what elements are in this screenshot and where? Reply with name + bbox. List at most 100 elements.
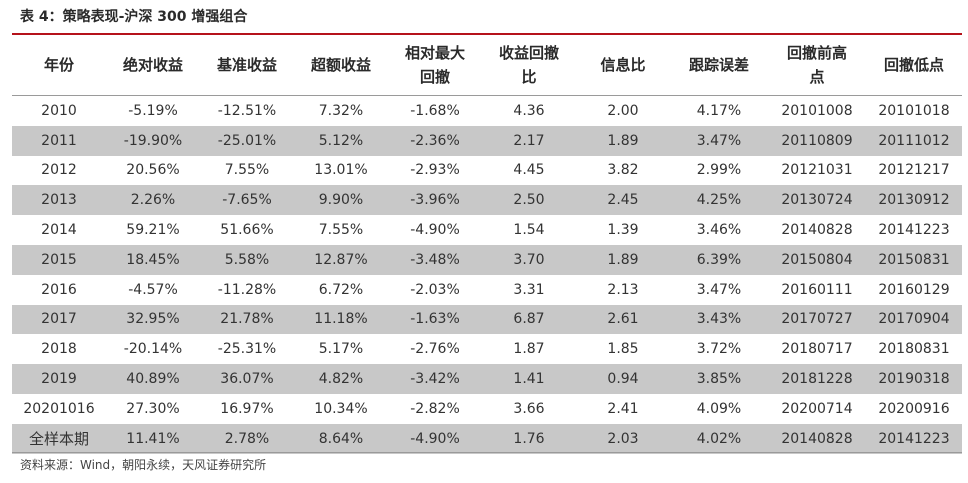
cell-information-ratio: 1.89	[576, 244, 670, 275]
cell-absolute-return: -4.57%	[128, 281, 178, 298]
cell-excess-return: 10.34%	[314, 400, 368, 417]
cell-return-drawdown-ratio: 2.17	[482, 125, 576, 156]
cell-return-drawdown-ratio: 3.70	[482, 244, 576, 275]
cell-return-drawdown-ratio: 2.50	[482, 185, 576, 216]
cell-relative-max-drawdown: -3.96%	[388, 185, 482, 216]
cell-excess-return: 7.32%	[318, 102, 364, 119]
cell-drawdown-peak-date: 20170727	[768, 304, 866, 335]
cell-year: 2010	[41, 102, 77, 119]
cell-drawdown-peak-date: 20180717	[781, 341, 853, 358]
cell-excess-return: 6.72%	[318, 281, 364, 298]
header-absolute-return: 绝对收益	[122, 56, 183, 74]
cell-information-ratio: 1.39	[607, 222, 639, 239]
cell-information-ratio: 0.94	[576, 364, 670, 394]
cell-benchmark-return: 2.78%	[200, 423, 294, 454]
cell-information-ratio: 2.00	[607, 102, 639, 119]
cell-drawdown-peak-date: 20160111	[781, 281, 853, 298]
table-row: 2019 40.89% 36.07% 4.82% -3.42% 1.41 0.94 3.85%…	[12, 364, 962, 394]
cell-year: 全样本期	[12, 423, 106, 454]
table-caption: 表 4：策略表现-沪深 300 增强组合	[20, 9, 248, 25]
cell-tracking-error: 4.25%	[670, 185, 768, 216]
cell-year: 2018	[41, 341, 77, 358]
cell-drawdown-trough-date: 20121217	[878, 162, 950, 179]
cell-drawdown-trough-date: 20160129	[878, 281, 950, 298]
cell-relative-max-drawdown: -3.48%	[388, 244, 482, 275]
table-row: 2015 18.45% 5.58% 12.87% -3.48% 3.70 1.89 6.39%…	[12, 244, 962, 275]
cell-benchmark-return: -12.51%	[217, 102, 277, 119]
cell-absolute-return: 32.95%	[106, 304, 200, 335]
cell-year: 2012	[41, 162, 77, 179]
cell-tracking-error: 3.72%	[696, 341, 742, 358]
cell-absolute-return: -20.14%	[123, 341, 183, 358]
cell-year: 20201016	[23, 400, 95, 417]
cell-information-ratio: 3.82	[607, 162, 639, 179]
table-row: 2012 20.56% 7.55% 13.01% -2.93% 4.45 3.82 2.99%…	[12, 156, 962, 186]
cell-tracking-error: 4.17%	[696, 102, 742, 119]
table-row: 20201016 27.30% 16.97% 10.34% -2.82% 3.66 2.41…	[12, 394, 962, 424]
cell-excess-return: 5.17%	[318, 341, 364, 358]
cell-information-ratio: 2.61	[576, 304, 670, 335]
cell-drawdown-trough-date: 20130912	[866, 185, 962, 216]
cell-year: 2019	[12, 364, 106, 394]
performance-table: 年份 绝对收益 基准收益 超额收益 相对最大回撤 收益回撤比 信息比 跟踪误差 …	[12, 35, 962, 454]
header-drawdown-peak-date: 回撤前高点	[786, 44, 847, 86]
cell-tracking-error: 3.47%	[696, 281, 742, 298]
cell-tracking-error: 2.99%	[696, 162, 742, 179]
cell-tracking-error: 3.43%	[670, 304, 768, 335]
cell-absolute-return: 2.26%	[106, 185, 200, 216]
table-row: 2010 -5.19% -12.51% 7.32% -1.68% 4.36 2.00 4.17…	[12, 96, 962, 126]
cell-relative-max-drawdown: -1.68%	[410, 102, 460, 119]
cell-information-ratio: 1.89	[576, 125, 670, 156]
top-rule	[12, 33, 962, 35]
cell-drawdown-trough-date: 20111012	[866, 125, 962, 156]
cell-information-ratio: 1.85	[607, 341, 639, 358]
cell-excess-return: 7.55%	[318, 222, 364, 239]
source-note: 资料来源：Wind，朝阳永续，天风证券研究所	[20, 458, 267, 472]
cell-benchmark-return: 36.07%	[200, 364, 294, 394]
header-row: 年份 绝对收益 基准收益 超额收益 相对最大回撤 收益回撤比 信息比 跟踪误差 …	[12, 35, 962, 96]
header-drawdown-trough-date: 回撤低点	[883, 56, 944, 74]
bottom-rule	[12, 452, 962, 453]
cell-absolute-return: 18.45%	[106, 244, 200, 275]
cell-year: 2011	[12, 125, 106, 156]
table-row: 全样本期 11.41% 2.78% 8.64% -4.90% 1.76 2.03 4.02% 2…	[12, 423, 962, 454]
cell-return-drawdown-ratio: 4.36	[513, 102, 545, 119]
cell-relative-max-drawdown: -2.93%	[410, 162, 460, 179]
cell-tracking-error: 6.39%	[670, 244, 768, 275]
cell-tracking-error: 3.47%	[670, 125, 768, 156]
cell-return-drawdown-ratio: 6.87	[482, 304, 576, 335]
table-row: 2017 32.95% 21.78% 11.18% -1.63% 6.87 2.61 3.43…	[12, 304, 962, 335]
cell-year: 2014	[41, 222, 77, 239]
cell-drawdown-peak-date: 20140828	[781, 222, 853, 239]
cell-benchmark-return: 16.97%	[220, 400, 274, 417]
header-benchmark-return: 基准收益	[216, 56, 277, 74]
header-tracking-error: 跟踪误差	[688, 56, 749, 74]
cell-drawdown-trough-date: 20101018	[878, 102, 950, 119]
cell-benchmark-return: -11.28%	[217, 281, 277, 298]
cell-relative-max-drawdown: -4.90%	[410, 222, 460, 239]
cell-information-ratio: 2.03	[576, 423, 670, 454]
cell-excess-return: 4.82%	[294, 364, 388, 394]
cell-absolute-return: 11.41%	[106, 423, 200, 454]
cell-excess-return: 8.64%	[294, 423, 388, 454]
cell-drawdown-trough-date: 20200916	[878, 400, 950, 417]
cell-absolute-return: 59.21%	[126, 222, 180, 239]
cell-drawdown-peak-date: 20121031	[781, 162, 853, 179]
cell-benchmark-return: -7.65%	[200, 185, 294, 216]
cell-excess-return: 5.12%	[294, 125, 388, 156]
cell-return-drawdown-ratio: 3.66	[513, 400, 545, 417]
cell-excess-return: 9.90%	[294, 185, 388, 216]
cell-drawdown-peak-date: 20101008	[781, 102, 853, 119]
header-year: 年份	[43, 56, 74, 74]
header-return-drawdown-ratio: 收益回撤比	[498, 44, 559, 86]
cell-drawdown-peak-date: 20110809	[768, 125, 866, 156]
cell-drawdown-peak-date: 20130724	[768, 185, 866, 216]
cell-absolute-return: -19.90%	[106, 125, 200, 156]
cell-information-ratio: 2.41	[607, 400, 639, 417]
table-row: 2014 59.21% 51.66% 7.55% -4.90% 1.54 1.39 3.46%…	[12, 215, 962, 245]
cell-return-drawdown-ratio: 3.31	[513, 281, 545, 298]
cell-drawdown-trough-date: 20190318	[866, 364, 962, 394]
header-relative-max-drawdown: 相对最大回撤	[404, 44, 465, 86]
cell-relative-max-drawdown: -2.76%	[410, 341, 460, 358]
